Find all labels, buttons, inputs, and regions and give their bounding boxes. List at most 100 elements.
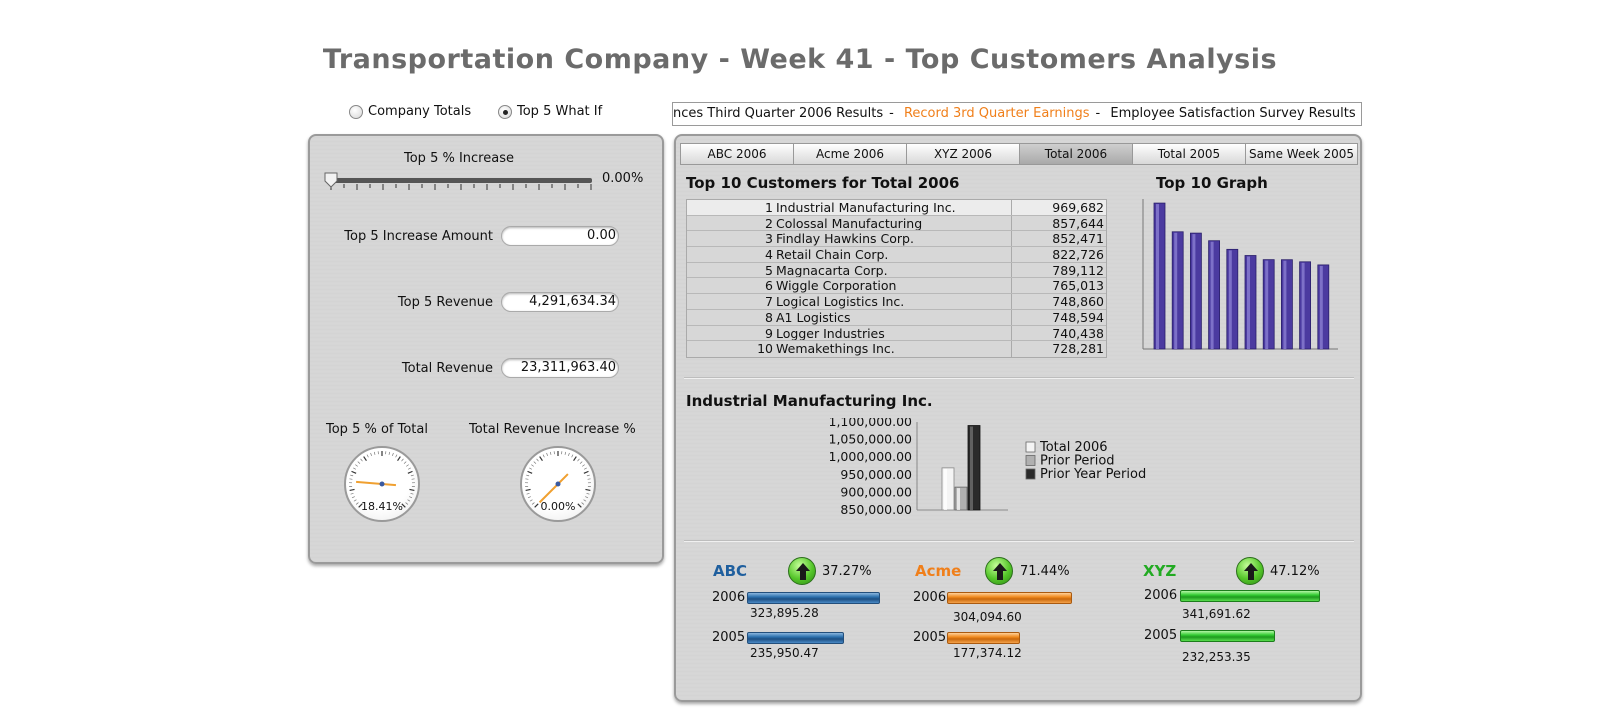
top5-revenue-field[interactable]: 4,291,634.34 (501, 292, 619, 312)
customer-name-cell: Colossal Manufacturing (775, 215, 1012, 231)
revenue-cell: 789,112 (1052, 262, 1104, 278)
table-row[interactable]: 6 Wiggle Corporation 765,013 (687, 278, 1106, 295)
gauge-tick (360, 458, 363, 462)
tab-abc-2006[interactable]: ABC 2006 (680, 143, 793, 165)
rank-cell: 9 (765, 325, 773, 341)
tab-same-week-2005[interactable]: Same Week 2005 (1245, 143, 1358, 165)
revenue-amount: 232,253.35 (1182, 650, 1251, 664)
graph-bar-highlight (1156, 204, 1159, 349)
graph-bar[interactable] (1244, 255, 1257, 350)
year-label: 2006 (712, 590, 746, 605)
gauge-tick (353, 467, 356, 470)
graph-bar[interactable] (1299, 261, 1312, 350)
graph-bar[interactable] (1153, 202, 1166, 350)
gauge-tick (407, 499, 411, 502)
gauge-tick (405, 502, 409, 505)
graph-bar[interactable] (1317, 264, 1330, 350)
gauge-tick (349, 488, 355, 492)
page-title: Transportation Company - Week 41 - Top C… (322, 44, 1278, 75)
table-row[interactable]: 2 Colossal Manufacturing 857,644 (687, 215, 1106, 232)
legend-swatch (1025, 455, 1036, 466)
gauge-tick (546, 452, 548, 456)
graph-bar[interactable] (1262, 259, 1275, 350)
comparison-bar-highlight (957, 488, 960, 510)
graph-bar[interactable] (1171, 231, 1184, 350)
gauge-tick (403, 461, 407, 464)
customer-comparison-chart: 1,100,000.00 1,050,000.00 1,000,000.00 950,… (830, 418, 1146, 517)
table-row[interactable]: 5 Magnacarta Corp. 789,112 (687, 262, 1106, 279)
gauge-tick (373, 451, 376, 455)
revenue-cell: 822,726 (1052, 247, 1104, 263)
news-ticker[interactable]: nces Third Quarter 2006 Results - Record … (672, 102, 1362, 126)
slider-thumb[interactable] (324, 172, 338, 188)
up-arrow-icon[interactable] (985, 557, 1013, 585)
top10-table: 1 Industrial Manufacturing Inc. 969,682 2 Co… (686, 199, 1107, 358)
revenue-amount: 304,094.60 (953, 610, 1022, 624)
tab-xyz-2006[interactable]: XYZ 2006 (906, 143, 1019, 165)
y-tick-label: 1,100,000.00 (830, 418, 912, 429)
revenue-bar-2005 (747, 632, 844, 644)
graph-bar-highlight (1265, 260, 1269, 349)
graph-bar[interactable] (1190, 232, 1202, 350)
rank-cell: 10 (757, 341, 773, 357)
comparison-bar-highlight (944, 468, 947, 510)
up-arrow-icon[interactable] (788, 557, 816, 585)
tab-acme-2006[interactable]: Acme 2006 (793, 143, 906, 165)
gauge-tick (358, 503, 363, 508)
year-label: 2006 (913, 590, 947, 605)
comparison-bar[interactable] (967, 425, 981, 511)
comparison-bar[interactable] (954, 486, 968, 511)
table-row[interactable]: 4 Retail Chain Corp. 822,726 (687, 247, 1106, 263)
graph-bar-highlight (1283, 260, 1287, 349)
gauge-tick (397, 456, 401, 462)
gauge-tick (363, 456, 367, 462)
gauge-tick (527, 496, 531, 499)
tab-total-2005[interactable]: Total 2005 (1132, 143, 1245, 165)
comparison-bar[interactable] (941, 467, 955, 511)
total-revenue-field[interactable]: 23,311,963.40 (501, 358, 619, 378)
graph-bar[interactable] (1280, 259, 1293, 350)
table-row[interactable]: 9 Logger Industries 740,438 (687, 325, 1106, 342)
gauge-tick (409, 496, 413, 499)
gauge-tick (529, 467, 532, 470)
company-name: Acme (915, 562, 962, 580)
graph-bar[interactable] (1208, 240, 1220, 350)
revenue-bar-2006 (747, 592, 880, 604)
slider-label: Top 5 % Increase (404, 151, 514, 166)
radio-button[interactable] (498, 104, 512, 119)
gauge-tick (529, 499, 533, 502)
radio-top5-what-if[interactable]: Top 5 What If (498, 104, 602, 119)
y-tick-label: 950,000.00 (840, 467, 912, 482)
gauge-tick (579, 461, 583, 464)
table-row[interactable]: 10 Wemakethings Inc. 728,281 (687, 341, 1106, 357)
radio-button[interactable] (349, 104, 363, 119)
gauge-tick (366, 454, 369, 458)
gauge-tick (350, 474, 354, 477)
increase-slider-track[interactable] (330, 178, 592, 183)
rank-cell: 8 (765, 309, 773, 325)
table-row[interactable]: 3 Findlay Hawkins Corp. 852,471 (687, 231, 1106, 248)
table-row[interactable]: 8 A1 Logistics 748,594 (687, 309, 1106, 326)
table-row[interactable]: 1 Industrial Manufacturing Inc. 969,682 (687, 200, 1106, 216)
graph-bar-highlight (1228, 250, 1232, 349)
ticker-item[interactable]: Record 3rd Quarter Earnings (903, 106, 1090, 121)
revenue-cell: 728,281 (1052, 341, 1104, 357)
gauge-tick (585, 496, 589, 499)
gauge-tick (388, 451, 391, 455)
radio-label: Top 5 What If (517, 104, 603, 119)
gauge-tick (351, 496, 355, 499)
graph-bar[interactable] (1226, 248, 1239, 350)
gauge-tick (586, 474, 590, 477)
section-divider (684, 377, 1354, 379)
rank-cell: 7 (765, 294, 773, 310)
table-row[interactable]: 7 Logical Logistics Inc. 748,860 (687, 294, 1106, 310)
ticker-item[interactable]: Employee Satisfaction Survey Results (1110, 106, 1356, 121)
up-arrow-icon[interactable] (1236, 557, 1264, 585)
top10-graph-heading: Top 10 Graph (1156, 174, 1268, 192)
gauge-tick (406, 464, 409, 467)
gauge-dial (349, 451, 415, 508)
radio-company-totals[interactable]: Company Totals (349, 104, 471, 119)
increase-amount-field[interactable]: 0.00 (501, 226, 619, 246)
tab-total-2006[interactable]: Total 2006 (1019, 143, 1132, 165)
ticker-item[interactable]: nces Third Quarter 2006 Results (673, 106, 884, 121)
